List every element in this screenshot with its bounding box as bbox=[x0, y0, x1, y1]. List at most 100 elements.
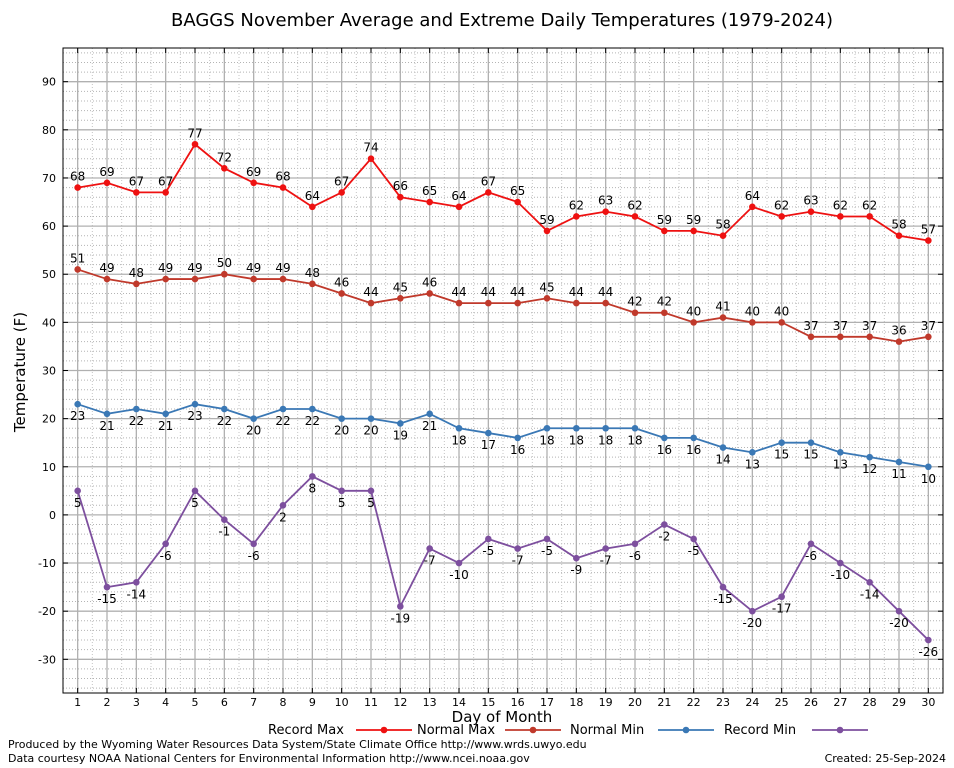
data-point bbox=[103, 275, 111, 283]
x-tick-label: 29 bbox=[892, 696, 906, 709]
data-point bbox=[485, 299, 492, 307]
series-line-1 bbox=[77, 268, 929, 343]
data-label: 64 bbox=[745, 189, 760, 203]
data-label: 20 bbox=[246, 424, 261, 438]
y-tick-label: -30 bbox=[38, 653, 56, 666]
legend-marker bbox=[529, 726, 537, 734]
data-point bbox=[485, 535, 492, 543]
data-label: -7 bbox=[600, 554, 612, 568]
data-point bbox=[925, 636, 932, 644]
y-tick-label: 80 bbox=[42, 124, 56, 137]
y-tick-label: 10 bbox=[42, 461, 56, 474]
legend-label: Record Min bbox=[724, 723, 796, 738]
data-label: 67 bbox=[129, 174, 144, 188]
data-point bbox=[631, 424, 639, 432]
data-label: 18 bbox=[569, 433, 584, 447]
data-point bbox=[719, 444, 727, 451]
y-axis-label: Temperature (F) bbox=[11, 312, 29, 433]
data-label: 20 bbox=[334, 424, 349, 438]
data-label: 59 bbox=[686, 213, 701, 227]
data-label: 48 bbox=[305, 266, 320, 280]
data-label: 41 bbox=[715, 300, 730, 314]
data-label: 23 bbox=[70, 409, 85, 423]
data-point bbox=[309, 405, 316, 413]
data-label: 40 bbox=[774, 304, 789, 318]
data-point bbox=[191, 487, 199, 495]
data-point bbox=[103, 179, 111, 187]
data-label: 46 bbox=[422, 275, 437, 289]
data-point bbox=[514, 198, 521, 206]
data-point bbox=[74, 266, 81, 273]
data-label: 49 bbox=[187, 261, 202, 275]
data-point bbox=[250, 275, 257, 283]
series-line-0 bbox=[77, 142, 929, 242]
data-point bbox=[279, 405, 287, 413]
data-label: 5 bbox=[338, 496, 346, 510]
data-label: 65 bbox=[510, 184, 525, 198]
data-point bbox=[690, 535, 697, 543]
data-point bbox=[837, 213, 844, 220]
data-label: 66 bbox=[393, 179, 408, 193]
data-label: 42 bbox=[627, 295, 642, 309]
x-tick-label: 30 bbox=[921, 696, 935, 709]
series-line-2 bbox=[77, 403, 929, 468]
data-point bbox=[221, 270, 228, 278]
data-point bbox=[837, 559, 844, 567]
data-point bbox=[485, 429, 492, 437]
data-label: 21 bbox=[422, 419, 437, 433]
data-label: 18 bbox=[627, 433, 642, 447]
data-label: 22 bbox=[305, 414, 320, 428]
data-label: 51 bbox=[70, 251, 85, 265]
data-point bbox=[397, 603, 404, 610]
data-label: 63 bbox=[803, 194, 818, 208]
y-tick-label: 0 bbox=[49, 509, 56, 522]
data-point bbox=[749, 449, 756, 456]
legend-marker bbox=[682, 726, 690, 734]
y-tick-label: 50 bbox=[42, 268, 56, 281]
data-point bbox=[309, 473, 316, 480]
data-point bbox=[807, 208, 815, 215]
x-tick-label: 27 bbox=[833, 696, 847, 709]
data-label: 44 bbox=[598, 285, 613, 299]
data-label: 67 bbox=[481, 174, 496, 188]
data-point bbox=[309, 280, 316, 288]
footer-data-courtesy: Data courtesy NOAA National Centers for … bbox=[8, 752, 530, 765]
data-point bbox=[895, 232, 903, 240]
data-label: 44 bbox=[569, 285, 584, 299]
data-label: -17 bbox=[772, 602, 792, 616]
data-label: 2 bbox=[279, 510, 287, 524]
data-point bbox=[191, 400, 199, 408]
data-point bbox=[426, 545, 433, 552]
x-tick-label: 11 bbox=[364, 696, 378, 709]
data-point bbox=[895, 338, 903, 345]
chart-title: BAGGS November Average and Extreme Daily… bbox=[171, 10, 833, 31]
data-point bbox=[719, 232, 727, 240]
data-label: 16 bbox=[686, 443, 701, 457]
x-tick-label: 6 bbox=[221, 696, 228, 709]
data-point bbox=[749, 203, 756, 211]
data-point bbox=[338, 189, 345, 196]
data-point bbox=[602, 299, 609, 307]
data-point bbox=[602, 208, 609, 215]
data-label: 16 bbox=[510, 443, 525, 457]
legend: Record Max Normal Max Normal Min Record Min bbox=[268, 723, 868, 738]
data-label: 64 bbox=[451, 189, 466, 203]
data-label: 58 bbox=[891, 218, 906, 232]
data-point bbox=[367, 299, 375, 307]
x-tick-label: 20 bbox=[628, 696, 642, 709]
data-point bbox=[74, 400, 81, 408]
data-point bbox=[749, 319, 756, 326]
data-label: -10 bbox=[449, 568, 469, 582]
data-label: 37 bbox=[803, 319, 818, 333]
data-point bbox=[162, 540, 169, 548]
data-point bbox=[661, 521, 668, 528]
data-label: -26 bbox=[919, 645, 939, 659]
data-label: 46 bbox=[334, 275, 349, 289]
footer-produced-by: Produced by the Wyoming Water Resources … bbox=[8, 738, 587, 751]
x-tick-label: 28 bbox=[863, 696, 877, 709]
data-point bbox=[133, 578, 140, 586]
data-label: 67 bbox=[334, 174, 349, 188]
data-point bbox=[250, 540, 257, 548]
x-tick-label: 22 bbox=[687, 696, 701, 709]
